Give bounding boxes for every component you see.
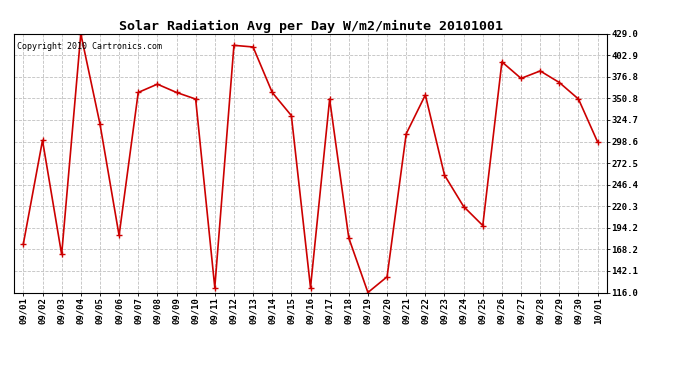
Title: Solar Radiation Avg per Day W/m2/minute 20101001: Solar Radiation Avg per Day W/m2/minute … [119, 20, 502, 33]
Text: Copyright 2010 Cartronics.com: Copyright 2010 Cartronics.com [17, 42, 161, 51]
